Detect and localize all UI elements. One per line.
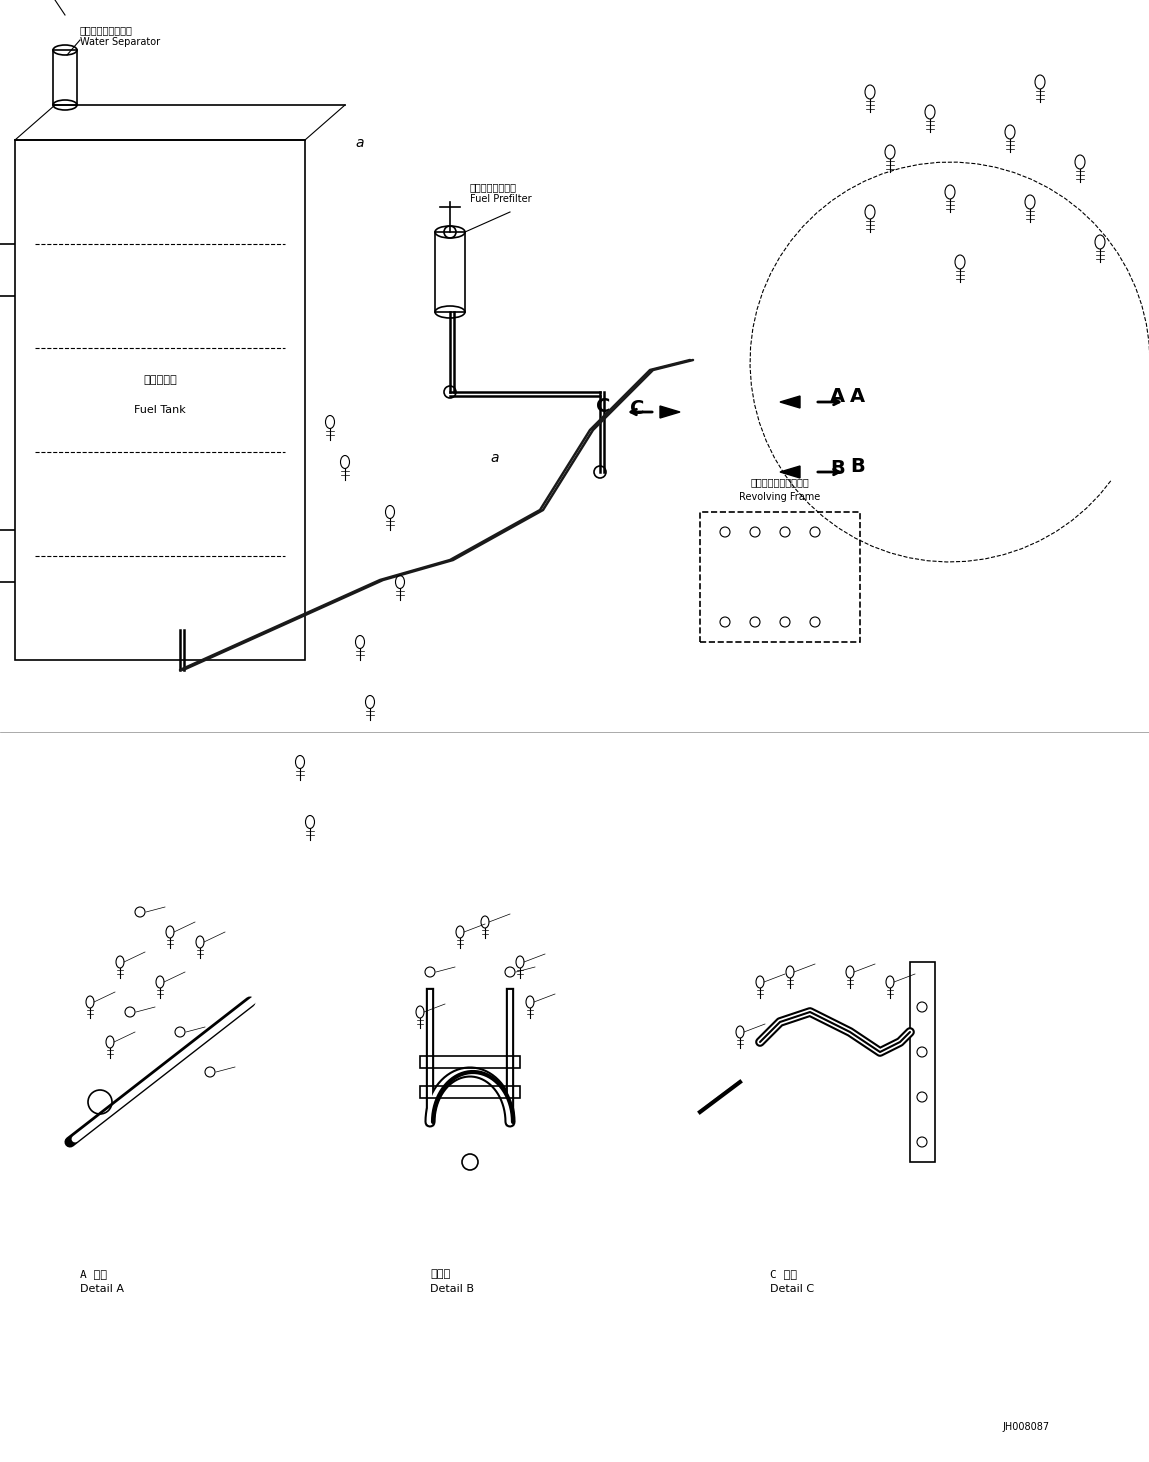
Text: Water Separator: Water Separator [80, 37, 160, 47]
Bar [700, 512, 859, 642]
Bar [53, 50, 77, 105]
Bar [435, 232, 465, 311]
Text: B: B [830, 459, 845, 478]
Text: JH008087: JH008087 [1003, 1423, 1050, 1431]
Bar [910, 962, 935, 1162]
Text: A 詳細: A 詳細 [80, 1269, 107, 1279]
Text: Fuel Prefilter: Fuel Prefilter [470, 194, 532, 205]
Text: 日詳細: 日詳細 [430, 1269, 450, 1279]
Text: 燃料プレフィルタ: 燃料プレフィルタ [470, 181, 517, 192]
Text: Detail C: Detail C [770, 1284, 815, 1294]
Text: a: a [489, 450, 499, 465]
Text: Fuel Tank: Fuel Tank [134, 405, 186, 415]
Text: 燃料タンク: 燃料タンク [144, 374, 177, 385]
Text: ウォータセパレータ: ウォータセパレータ [80, 25, 133, 35]
Bar [421, 1086, 520, 1098]
Text: C: C [630, 399, 645, 418]
Bar [15, 140, 304, 659]
Polygon shape [780, 396, 800, 408]
Text: C: C [595, 398, 610, 417]
Polygon shape [780, 466, 800, 478]
Text: C 詳細: C 詳細 [770, 1269, 797, 1279]
Text: Revolving Frame: Revolving Frame [739, 493, 820, 501]
Text: Detail A: Detail A [80, 1284, 124, 1294]
Text: B: B [850, 458, 865, 477]
Text: レボルビングフレーム: レボルビングフレーム [750, 477, 809, 487]
Text: a: a [355, 136, 363, 151]
Polygon shape [660, 406, 680, 418]
Text: Detail B: Detail B [430, 1284, 475, 1294]
Text: A: A [830, 387, 846, 406]
Text: A: A [850, 387, 865, 406]
Bar [421, 1056, 520, 1069]
